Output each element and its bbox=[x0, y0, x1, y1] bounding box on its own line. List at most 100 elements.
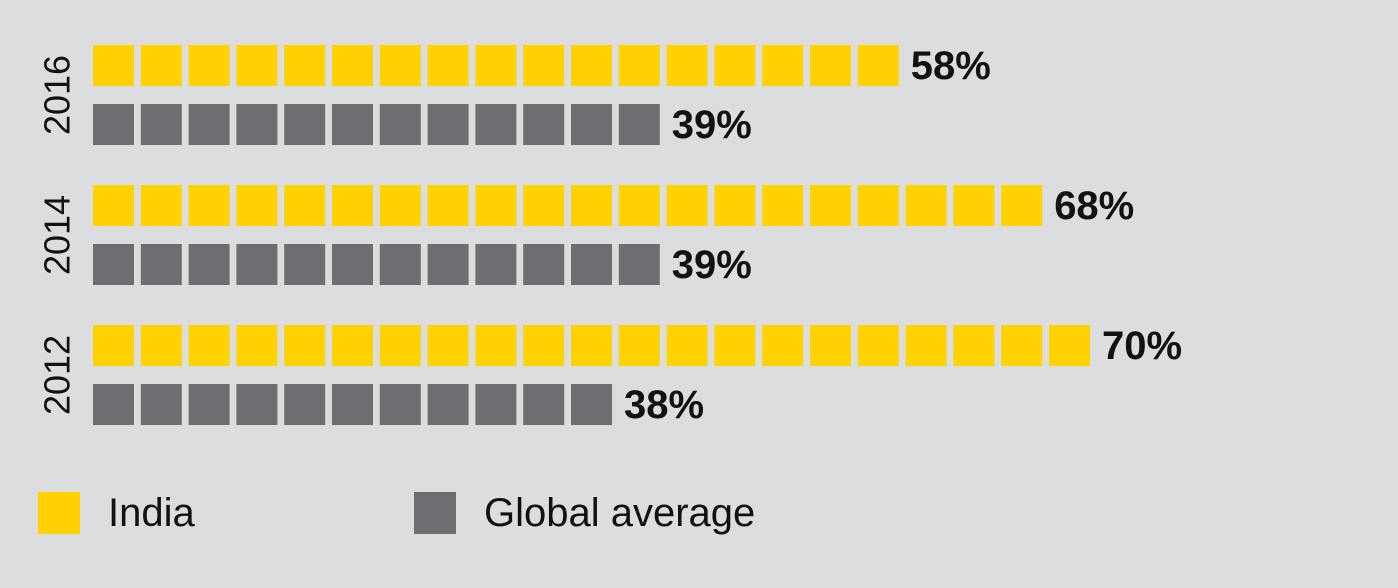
block-india-2012-10 bbox=[523, 325, 565, 366]
block-global-2012-6 bbox=[332, 384, 373, 425]
block-india-2012-13 bbox=[666, 325, 708, 366]
block-global-2014-5 bbox=[284, 244, 326, 285]
block-india-2012-19 bbox=[953, 325, 995, 366]
block-india-2016-3 bbox=[188, 45, 230, 86]
block-global-2016-12 bbox=[618, 104, 660, 145]
block-india-2014-10 bbox=[523, 185, 565, 226]
legend-label-global: Global average bbox=[484, 490, 756, 535]
block-india-2012-2 bbox=[140, 325, 182, 366]
block-global-2016-11 bbox=[571, 104, 612, 145]
block-india-2012-5 bbox=[284, 325, 326, 366]
block-india-2014-18 bbox=[905, 185, 947, 226]
block-india-2012-1 bbox=[93, 325, 134, 366]
block-global-2016-1 bbox=[93, 104, 134, 145]
block-global-2012-9 bbox=[475, 384, 517, 425]
block-global-2014-11 bbox=[571, 244, 612, 285]
block-india-2014-13 bbox=[666, 185, 708, 226]
block-global-2012-11 bbox=[571, 384, 612, 425]
block-global-2016-8 bbox=[427, 104, 469, 145]
legend-label-india: India bbox=[108, 490, 195, 535]
block-india-2012-18 bbox=[905, 325, 947, 366]
block-india-2016-17 bbox=[857, 45, 899, 86]
block-global-2016-4 bbox=[236, 104, 278, 145]
value-label-india-2014: 68% bbox=[1054, 184, 1134, 228]
block-india-2014-7 bbox=[379, 185, 421, 226]
block-india-2012-7 bbox=[379, 325, 421, 366]
block-india-2016-1 bbox=[93, 45, 134, 86]
block-global-2014-7 bbox=[379, 244, 421, 285]
block-global-2016-9 bbox=[475, 104, 517, 145]
block-india-2016-7 bbox=[379, 45, 421, 86]
block-india-2012-15 bbox=[762, 325, 804, 366]
block-global-2014-6 bbox=[332, 244, 373, 285]
block-india-2016-9 bbox=[475, 45, 517, 86]
block-india-2012-17 bbox=[857, 325, 899, 366]
block-india-2012-4 bbox=[236, 325, 278, 366]
block-india-2012-16 bbox=[810, 325, 851, 366]
legend-item-global: Global average bbox=[414, 490, 755, 536]
block-india-2012-21 bbox=[1049, 325, 1090, 366]
block-global-2014-2 bbox=[140, 244, 182, 285]
block-india-2016-16 bbox=[810, 45, 851, 86]
block-india-2016-10 bbox=[523, 45, 565, 86]
block-global-2016-10 bbox=[523, 104, 565, 145]
block-india-2012-12 bbox=[618, 325, 660, 366]
block-india-2014-3 bbox=[188, 185, 230, 226]
block-india-2014-14 bbox=[714, 185, 756, 226]
value-label-india-2016: 58% bbox=[911, 44, 991, 88]
block-india-2012-14 bbox=[714, 325, 756, 366]
block-global-2016-2 bbox=[140, 104, 182, 145]
block-india-2014-16 bbox=[810, 185, 851, 226]
block-global-2012-3 bbox=[188, 384, 230, 425]
year-label-2014: 2014 bbox=[37, 195, 78, 275]
block-india-2012-9 bbox=[475, 325, 517, 366]
block-india-2016-8 bbox=[427, 45, 469, 86]
legend-swatch-india bbox=[38, 492, 80, 534]
block-global-2016-7 bbox=[379, 104, 421, 145]
value-label-global-2016: 39% bbox=[672, 103, 752, 147]
block-india-2014-1 bbox=[93, 185, 134, 226]
block-india-2012-6 bbox=[332, 325, 373, 366]
block-india-2016-5 bbox=[284, 45, 326, 86]
block-india-2014-19 bbox=[953, 185, 995, 226]
block-india-2014-4 bbox=[236, 185, 278, 226]
block-global-2012-10 bbox=[523, 384, 565, 425]
block-global-2016-5 bbox=[284, 104, 326, 145]
block-global-2012-5 bbox=[284, 384, 326, 425]
block-india-2016-13 bbox=[666, 45, 708, 86]
block-india-2014-17 bbox=[857, 185, 899, 226]
block-india-2014-15 bbox=[762, 185, 804, 226]
block-india-2014-11 bbox=[571, 185, 612, 226]
block-global-2012-2 bbox=[140, 384, 182, 425]
block-india-2016-4 bbox=[236, 45, 278, 86]
block-global-2012-4 bbox=[236, 384, 278, 425]
block-india-2016-2 bbox=[140, 45, 182, 86]
block-global-2014-12 bbox=[618, 244, 660, 285]
block-india-2014-5 bbox=[284, 185, 326, 226]
value-label-india-2012: 70% bbox=[1102, 324, 1182, 368]
block-global-2016-6 bbox=[332, 104, 373, 145]
block-india-2016-11 bbox=[571, 45, 612, 86]
block-india-2014-12 bbox=[618, 185, 660, 226]
block-global-2012-1 bbox=[93, 384, 134, 425]
block-india-2014-6 bbox=[332, 185, 373, 226]
value-label-global-2012: 38% bbox=[624, 383, 704, 427]
year-label-2016: 2016 bbox=[37, 55, 78, 135]
legend-swatch-global bbox=[414, 492, 456, 534]
block-india-2016-14 bbox=[714, 45, 756, 86]
block-india-2016-12 bbox=[618, 45, 660, 86]
block-india-2012-8 bbox=[427, 325, 469, 366]
block-global-2012-8 bbox=[427, 384, 469, 425]
block-india-2012-20 bbox=[1001, 325, 1043, 366]
block-global-2014-8 bbox=[427, 244, 469, 285]
block-india-2016-15 bbox=[762, 45, 804, 86]
block-india-2014-2 bbox=[140, 185, 182, 226]
year-label-2012: 2012 bbox=[37, 335, 78, 415]
block-global-2014-3 bbox=[188, 244, 230, 285]
block-global-2012-7 bbox=[379, 384, 421, 425]
block-india-2016-6 bbox=[332, 45, 373, 86]
block-global-2016-3 bbox=[188, 104, 230, 145]
block-global-2014-4 bbox=[236, 244, 278, 285]
block-india-2012-3 bbox=[188, 325, 230, 366]
legend-item-india: India bbox=[38, 490, 195, 536]
